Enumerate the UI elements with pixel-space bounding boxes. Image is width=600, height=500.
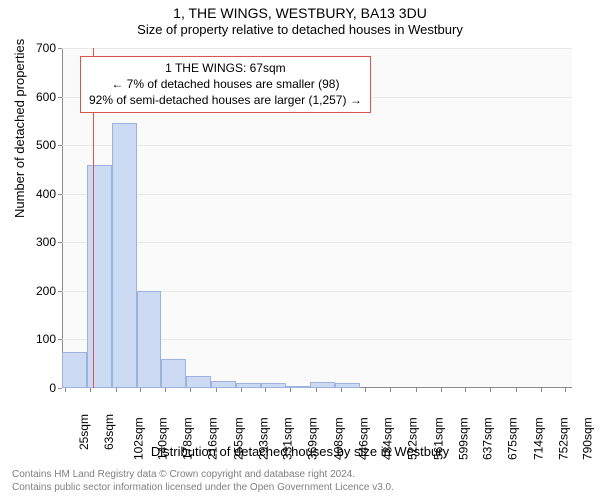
histogram-bar [186, 376, 211, 388]
gridline [62, 145, 572, 146]
x-tick-mark [341, 388, 342, 392]
x-tick-mark [90, 388, 91, 392]
histogram-bar [161, 359, 186, 388]
x-tick-mark [465, 388, 466, 392]
gridline [62, 48, 572, 49]
y-axis-label: Number of detached properties [12, 39, 27, 218]
annotation-line: 92% of semi-detached houses are larger (… [89, 92, 362, 108]
x-tick-mark [140, 388, 141, 392]
x-tick-mark [390, 388, 391, 392]
y-tick-label: 200 [36, 284, 62, 298]
plot-area: 010020030040050060070025sqm63sqm102sqm14… [62, 48, 572, 388]
annotation-line: 1 THE WINGS: 67sqm [89, 60, 362, 76]
histogram-bar [310, 382, 335, 388]
x-tick-mark [65, 388, 66, 392]
x-tick-mark [416, 388, 417, 392]
chart-container: 1, THE WINGS, WESTBURY, BA13 3DU Size of… [0, 0, 600, 500]
y-tick-label: 500 [36, 138, 62, 152]
x-tick-mark [116, 388, 117, 392]
y-tick-label: 0 [49, 381, 62, 395]
histogram-bar [211, 381, 236, 388]
x-tick-mark [265, 388, 266, 392]
y-tick-label: 600 [36, 90, 62, 104]
histogram-bar [62, 352, 87, 388]
histogram-bar [137, 291, 162, 388]
gridline [62, 194, 572, 195]
footer-line-2: Contains public sector information licen… [12, 482, 394, 495]
histogram-bar [87, 165, 112, 388]
gridline [62, 242, 572, 243]
x-tick-mark [541, 388, 542, 392]
x-tick-mark [190, 388, 191, 392]
y-tick-label: 100 [36, 332, 62, 346]
x-tick-mark [365, 388, 366, 392]
x-tick-mark [441, 388, 442, 392]
annotation-box: 1 THE WINGS: 67sqm← 7% of detached house… [80, 56, 371, 113]
histogram-bar [112, 123, 137, 388]
footer-line-1: Contains HM Land Registry data © Crown c… [12, 469, 394, 482]
footer-attribution: Contains HM Land Registry data © Crown c… [12, 469, 394, 494]
chart-title: 1, THE WINGS, WESTBURY, BA13 3DU [0, 0, 600, 22]
x-tick-mark [316, 388, 317, 392]
x-tick-mark [516, 388, 517, 392]
x-axis-label: Distribution of detached houses by size … [0, 444, 600, 459]
y-tick-label: 700 [36, 41, 62, 55]
x-tick-mark [241, 388, 242, 392]
x-tick-mark [565, 388, 566, 392]
chart-subtitle: Size of property relative to detached ho… [0, 22, 600, 39]
x-tick-mark [490, 388, 491, 392]
y-tick-label: 300 [36, 235, 62, 249]
annotation-line: ← 7% of detached houses are smaller (98) [89, 76, 362, 92]
x-tick-mark [216, 388, 217, 392]
histogram-bar [335, 383, 360, 388]
y-tick-label: 400 [36, 187, 62, 201]
x-tick-mark [165, 388, 166, 392]
x-tick-mark [290, 388, 291, 392]
